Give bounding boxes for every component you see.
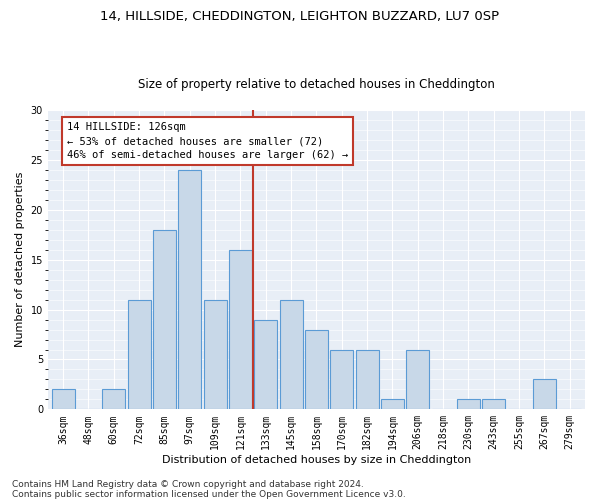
- Bar: [356, 350, 379, 410]
- X-axis label: Distribution of detached houses by size in Cheddington: Distribution of detached houses by size …: [162, 455, 471, 465]
- Bar: [128, 300, 151, 410]
- Text: 14 HILLSIDE: 126sqm
← 53% of detached houses are smaller (72)
46% of semi-detach: 14 HILLSIDE: 126sqm ← 53% of detached ho…: [67, 122, 348, 160]
- Bar: [482, 400, 505, 409]
- Bar: [204, 300, 227, 410]
- Bar: [381, 400, 404, 409]
- Bar: [533, 380, 556, 410]
- Y-axis label: Number of detached properties: Number of detached properties: [15, 172, 25, 348]
- Text: Contains HM Land Registry data © Crown copyright and database right 2024.: Contains HM Land Registry data © Crown c…: [12, 480, 364, 489]
- Bar: [153, 230, 176, 410]
- Bar: [52, 390, 74, 409]
- Text: 14, HILLSIDE, CHEDDINGTON, LEIGHTON BUZZARD, LU7 0SP: 14, HILLSIDE, CHEDDINGTON, LEIGHTON BUZZ…: [100, 10, 500, 23]
- Bar: [406, 350, 429, 410]
- Bar: [305, 330, 328, 409]
- Bar: [229, 250, 252, 410]
- Bar: [331, 350, 353, 410]
- Bar: [103, 390, 125, 409]
- Bar: [254, 320, 277, 410]
- Text: Contains public sector information licensed under the Open Government Licence v3: Contains public sector information licen…: [12, 490, 406, 499]
- Bar: [178, 170, 201, 410]
- Title: Size of property relative to detached houses in Cheddington: Size of property relative to detached ho…: [138, 78, 495, 91]
- Bar: [280, 300, 302, 410]
- Bar: [457, 400, 480, 409]
